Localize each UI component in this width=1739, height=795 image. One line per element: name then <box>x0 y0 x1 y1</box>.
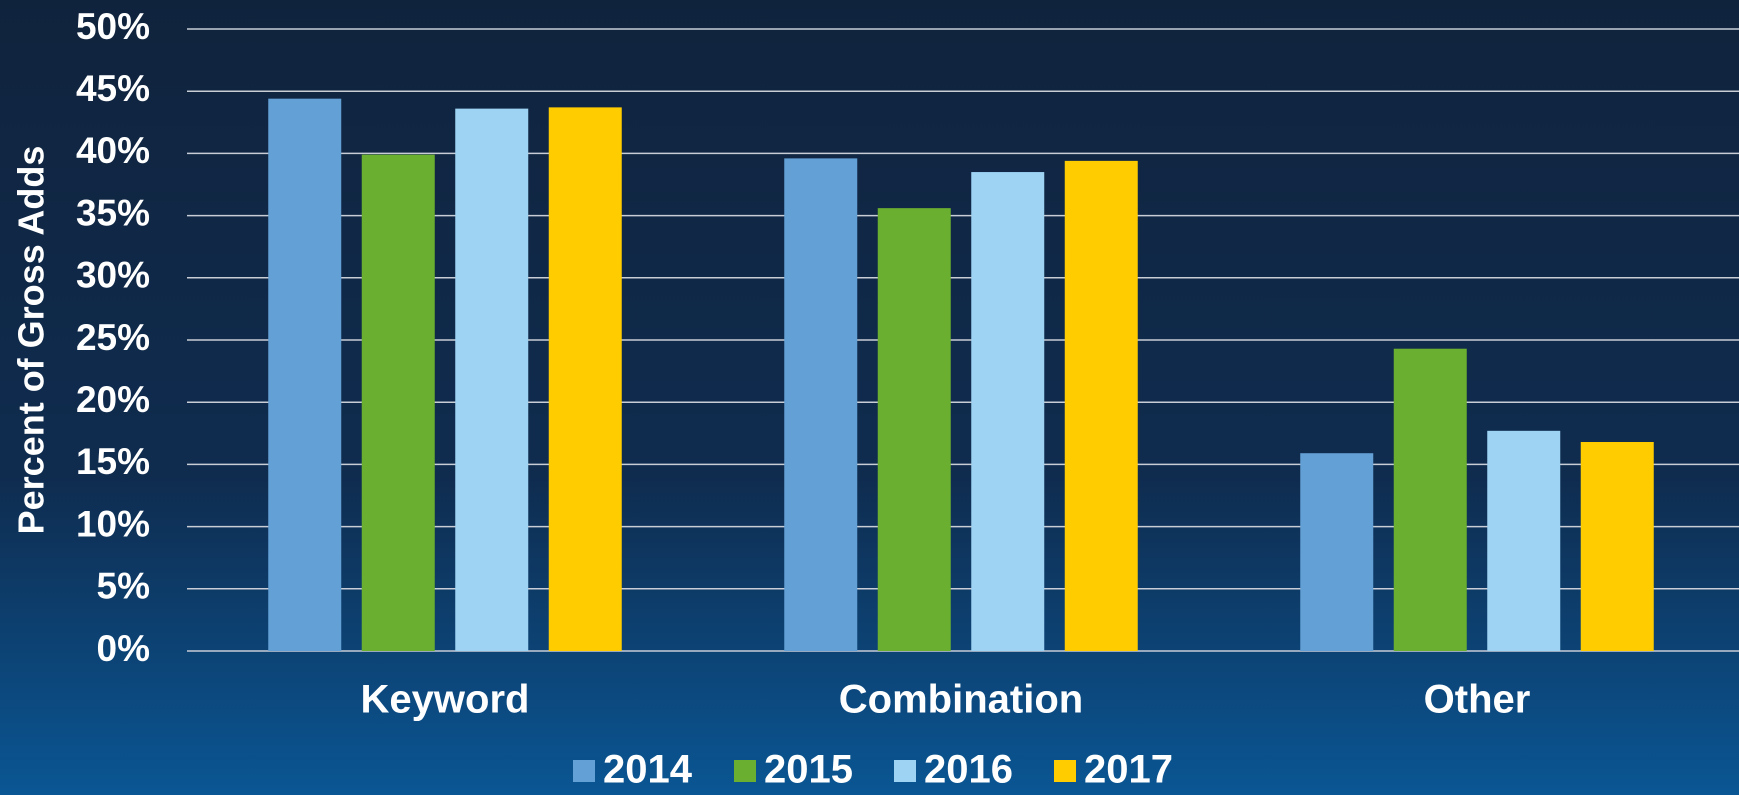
y-tick-label: 5% <box>97 566 150 607</box>
x-tick-label: Keyword <box>361 678 530 722</box>
bar <box>548 107 622 651</box>
bar <box>1393 348 1467 651</box>
bar <box>1064 160 1138 651</box>
y-axis-title: Percent of Gross Adds <box>11 146 52 535</box>
legend-label: 2017 <box>1084 748 1173 792</box>
legend-swatch <box>573 760 595 782</box>
legend-label: 2015 <box>764 748 853 792</box>
bar <box>1580 442 1654 651</box>
x-tick-label: Combination <box>839 678 1083 722</box>
legend-swatch <box>1054 760 1076 782</box>
bar <box>1487 430 1561 651</box>
bar <box>1300 453 1374 651</box>
bar <box>361 154 435 652</box>
y-tick-label: 45% <box>76 68 150 109</box>
y-tick-label: 25% <box>76 317 150 358</box>
y-tick-label: 30% <box>76 255 150 296</box>
legend-swatch <box>734 760 756 782</box>
bar <box>455 108 529 652</box>
bar <box>268 98 342 651</box>
y-tick-label: 35% <box>76 192 150 233</box>
y-tick-label: 15% <box>76 441 150 482</box>
x-tick-label: Other <box>1424 678 1531 722</box>
y-tick-label: 20% <box>76 379 150 420</box>
y-tick-label: 50% <box>76 6 150 47</box>
legend-label: 2016 <box>924 748 1013 792</box>
y-tick-label: 40% <box>76 130 150 171</box>
bar <box>971 172 1045 651</box>
legend-swatch <box>894 760 916 782</box>
bar <box>784 158 858 651</box>
y-tick-label: 0% <box>97 628 150 669</box>
legend-label: 2014 <box>603 748 693 792</box>
y-tick-label: 10% <box>76 503 150 544</box>
bar <box>877 208 951 652</box>
